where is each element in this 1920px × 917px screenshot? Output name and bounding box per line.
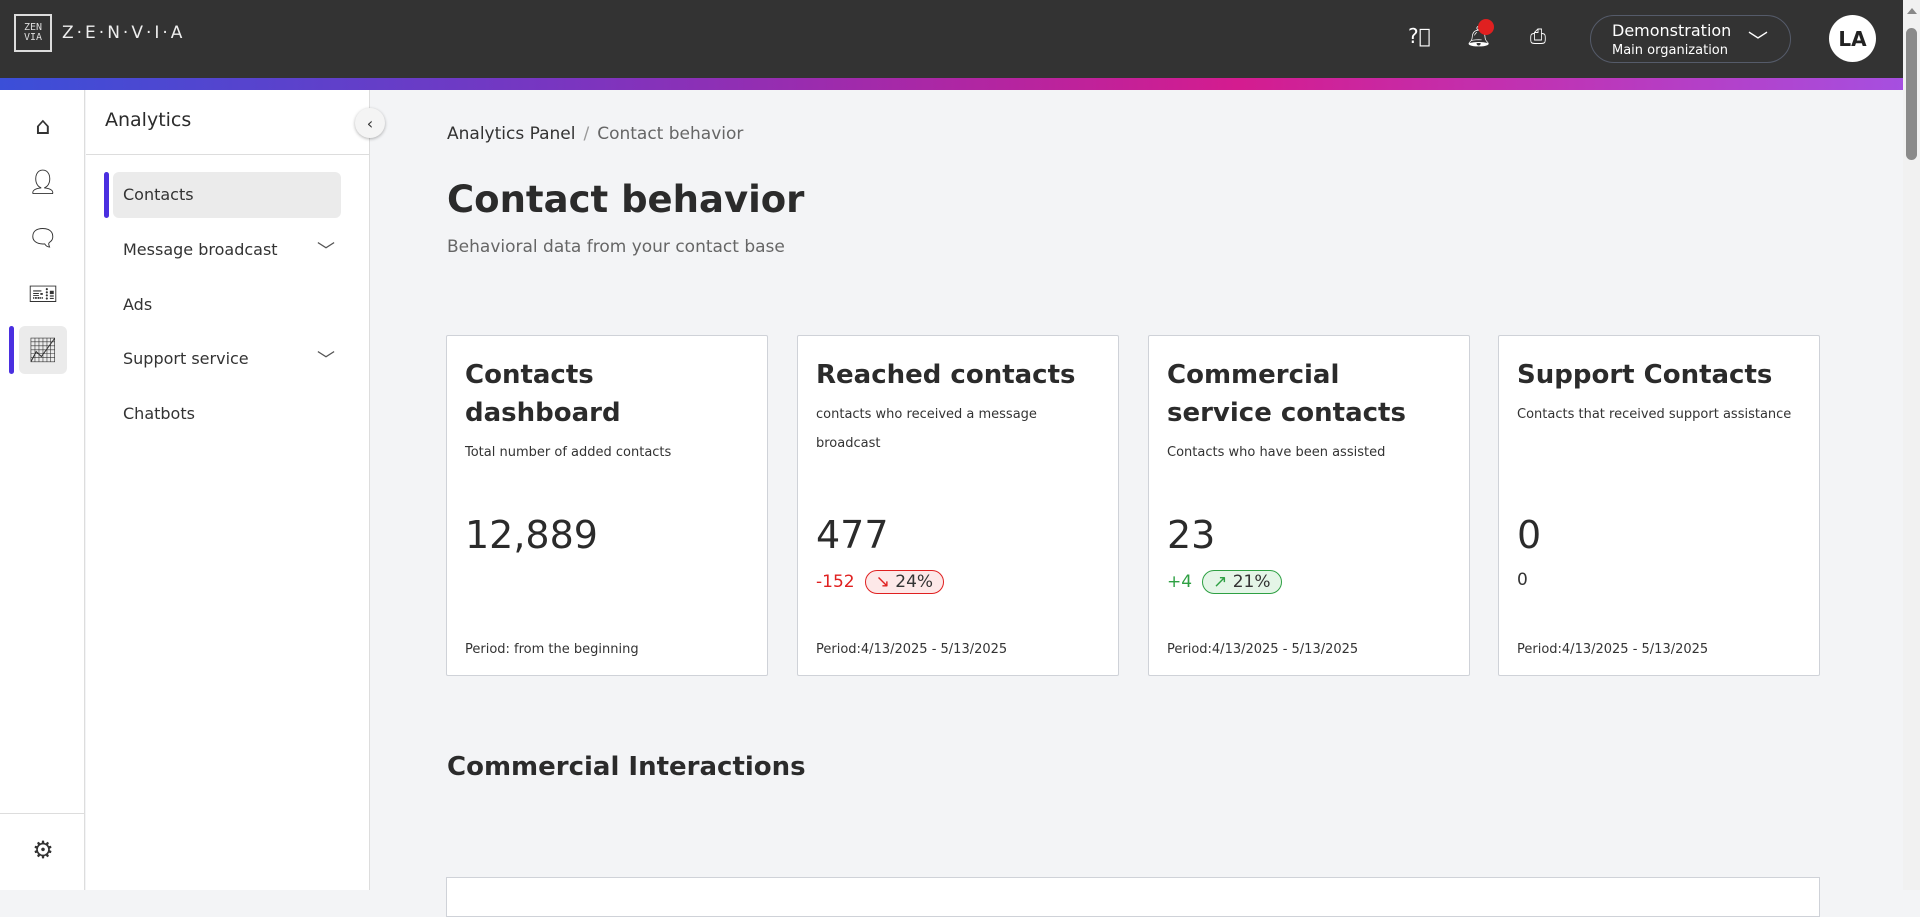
card-title: Contacts dashboard [465,360,621,428]
top-bar: ZEN VIA Z·E·N·V·I·A ?⃝ 🔔︎ ⎙ Demonstration… [0,0,1903,78]
active-indicator [104,172,109,218]
home-icon[interactable]: ⌂ [35,112,51,140]
item-label: Ads [123,295,153,314]
card-title: Commercial service contacts [1167,360,1406,428]
page-subtitle: Behavioral data from your contact base [447,237,785,257]
gear-icon[interactable]: ⚙ [32,836,54,864]
logo-text: Z·E·N·V·I·A [62,23,186,43]
card-period: Period:4/13/2025 - 5/13/2025 [1517,642,1709,657]
card-value: 23 [1167,513,1216,557]
scrollbar[interactable] [1903,0,1920,890]
org-subtitle: Main organization [1612,43,1728,58]
scrollbar-thumb[interactable] [1906,28,1917,160]
submenu-item-support-service[interactable]: Support service ﹀ [113,336,341,382]
logo-mark: ZEN VIA [14,14,52,52]
organization-selector[interactable]: Demonstration Main organization ﹀ [1590,15,1791,63]
inbox-icon[interactable]: ⎙ [1530,24,1546,48]
trend-badge: ↗ 21% [1202,570,1282,594]
analytics-submenu: Analytics Contacts Message broadcast ﹀ Ad… [86,90,370,890]
card-support-contacts: Support Contacts Contacts that received … [1498,335,1820,676]
item-label: Message broadcast [123,240,278,259]
chevron-down-icon: ﹀ [1748,29,1768,53]
card-description: contacts who received a message broadcas… [816,407,1037,451]
trend-percent: 24% [895,572,934,592]
active-indicator [9,326,14,374]
card-title: Support Contacts [1517,360,1773,390]
page-title: Contact behavior [447,178,805,221]
card-period: Period:4/13/2025 - 5/13/2025 [816,642,1008,657]
card-value: 12,889 [465,513,598,557]
notification-badge [1478,19,1494,35]
card-delta: +4 [1167,572,1193,592]
divider [0,813,85,814]
card-reached-contacts: Reached contacts contacts who received a… [797,335,1119,676]
card-value: 0 [1517,513,1542,557]
card-description: Total number of added contacts [465,445,672,460]
commercial-interactions-card [446,877,1820,917]
submenu-item-chatbots[interactable]: Chatbots [113,391,341,437]
submenu-item-message-broadcast[interactable]: Message broadcast ﹀ [113,227,341,273]
chevron-down-icon: ﹀ [317,241,335,262]
card-contacts-dashboard: Contacts dashboard Total number of added… [446,335,768,676]
card-commercial-service-contacts: Commercial service contacts Contacts who… [1148,335,1470,676]
breadcrumb: Analytics Panel / Contact behavior [447,124,743,144]
chat-icon[interactable]: 🗨︎ [27,224,59,252]
arrow-down-right-icon: ↘ [875,572,890,592]
submenu-title: Analytics [86,90,369,155]
help-icon[interactable]: ?⃝ [1408,24,1431,48]
trend-badge: ↘ 24% [864,570,945,594]
breadcrumb-root[interactable]: Analytics Panel [447,124,576,144]
zenvia-logo[interactable]: ZEN VIA Z·E·N·V·I·A [14,14,185,52]
card-value: 477 [816,513,889,557]
breadcrumb-current: Contact behavior [597,124,744,144]
scroll-up-arrow[interactable] [1907,8,1917,14]
item-label: Support service [123,349,249,368]
section-title: Commercial Interactions [447,752,806,782]
card-period: Period: from the beginning [465,642,639,657]
chevron-left-icon: ‹ [366,113,374,133]
submenu-item-contacts[interactable]: Contacts [113,172,341,218]
chevron-down-icon: ﹀ [317,350,335,371]
card-description: Contacts that received support assistanc… [1517,407,1792,422]
brand-gradient-bar [0,78,1903,90]
item-label: Contacts [123,185,194,204]
trend-percent: 21% [1232,572,1271,592]
avatar[interactable]: LA [1829,15,1876,62]
card-description: Contacts who have been assisted [1167,445,1386,460]
user-icon[interactable]: 👤︎ [27,168,59,196]
org-name: Demonstration [1612,21,1732,40]
card-period: Period:4/13/2025 - 5/13/2025 [1167,642,1359,657]
arrow-up-right-icon: ↗ [1213,572,1228,592]
card-delta: -152 [816,572,855,592]
ticket-icon[interactable]: 🎫︎ [27,280,59,308]
collapse-sidebar-button[interactable]: ‹ [355,108,385,138]
analytics-icon[interactable]: 📈︎ [19,326,67,374]
breadcrumb-separator: / [583,124,590,144]
item-label: Chatbots [123,404,195,423]
card-delta: 0 [1517,570,1528,590]
card-title: Reached contacts [816,360,1076,390]
icon-rail: ⌂ 👤︎ 🗨︎ 🎫︎ 📈︎ ⚙ [0,90,85,890]
submenu-item-ads[interactable]: Ads [113,282,341,328]
